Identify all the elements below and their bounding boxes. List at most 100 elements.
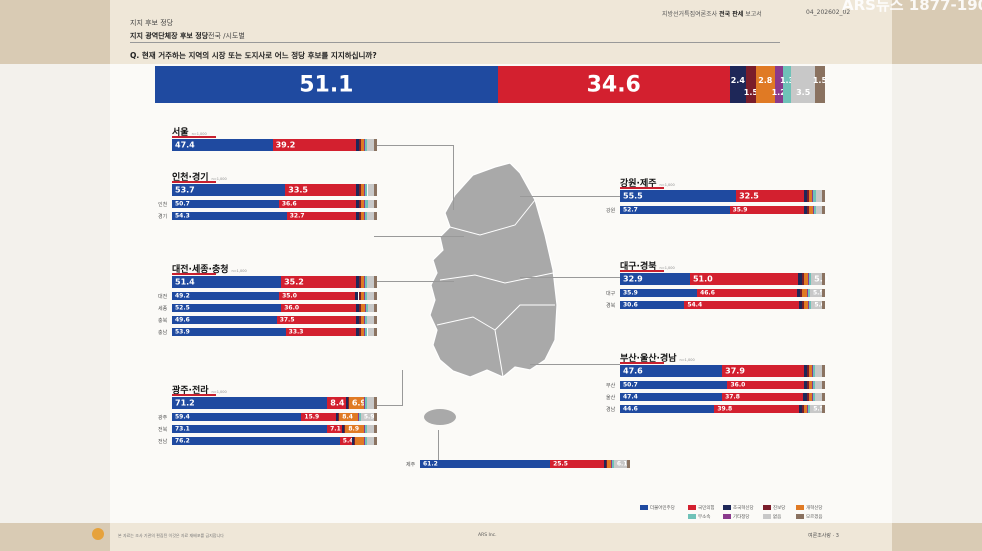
bar-segment-orange bbox=[360, 292, 364, 300]
bar-segment-blue: 59.4 bbox=[172, 413, 302, 421]
bar-segment-blue: 35.9 bbox=[620, 289, 698, 297]
bar-segment-brown bbox=[373, 139, 377, 151]
national-value-label: 1.3 bbox=[779, 76, 795, 85]
segment-value-label: 52.7 bbox=[623, 206, 638, 214]
bar-segment-teal bbox=[365, 200, 368, 208]
legend-item: 조국혁신당 bbox=[723, 505, 754, 511]
bar-segment-brown bbox=[373, 316, 377, 324]
segment-value-label: 5.5 bbox=[813, 405, 824, 413]
footer-page: 여론조사랑 · 3 bbox=[808, 533, 839, 539]
segment-value-label: 5.9 bbox=[363, 413, 375, 421]
bar-segment-brown bbox=[373, 328, 377, 336]
bar-segment-blue: 53.7 bbox=[172, 184, 286, 196]
bar-segment-blue: 50.7 bbox=[172, 200, 279, 208]
bar-segment-gray bbox=[367, 184, 374, 196]
bar-segment-red: 37.5 bbox=[276, 316, 356, 324]
bar-segment-navy bbox=[355, 184, 360, 196]
national-segment-red: 34.6 bbox=[497, 66, 730, 103]
boundary-line bbox=[436, 316, 504, 378]
bar-segment-purple bbox=[812, 393, 814, 401]
bar-segment-gray bbox=[367, 276, 374, 288]
subregion-label: 경남 bbox=[606, 407, 616, 413]
bar-segment-navy bbox=[356, 304, 360, 312]
footer-area bbox=[110, 523, 892, 551]
segment-value-label: 52.5 bbox=[175, 304, 190, 312]
bar-segment-purple bbox=[812, 365, 814, 377]
bar-segment-blue: 49.6 bbox=[172, 316, 277, 324]
bar-segment-maroon bbox=[806, 365, 809, 377]
national-segment-navy: 2.4 bbox=[729, 66, 746, 103]
bar-segment-red: 51.0 bbox=[689, 273, 799, 285]
bar-segment-brown bbox=[821, 301, 825, 309]
bar-segment-maroon bbox=[801, 273, 804, 285]
segment-value-label: 32.5 bbox=[739, 191, 759, 201]
watermark: ARS뉴스 1877-1907 bbox=[842, 0, 982, 14]
bar-segment-blue: 44.6 bbox=[620, 405, 715, 413]
national-value-label: 3.5 bbox=[796, 88, 811, 97]
subregion-label: 부산 bbox=[606, 383, 616, 389]
bar-segment-red: 32.5 bbox=[736, 190, 805, 202]
national-value-label: 1.5 bbox=[812, 76, 828, 85]
national-value-label: 2.8 bbox=[758, 76, 773, 85]
subregion-label: 충북 bbox=[158, 318, 168, 324]
bar-segment-blue: 47.4 bbox=[620, 393, 723, 401]
segment-value-label: 54.4 bbox=[687, 301, 703, 309]
bar-segment-navy bbox=[797, 289, 801, 297]
header-divider bbox=[130, 42, 780, 43]
national-value-label: 34.6 bbox=[586, 72, 641, 97]
mainland-shape bbox=[429, 162, 558, 378]
bar-segment-red: 39.8 bbox=[714, 405, 799, 413]
bar-segment-brown bbox=[373, 276, 377, 288]
bar-segment-blue: 50.7 bbox=[620, 381, 728, 389]
subregion-label: 전북 bbox=[158, 427, 168, 433]
region-total-bar: 55.5 32.5 bbox=[620, 190, 825, 202]
subregion-bar: 61.2 25.5 6.1 bbox=[420, 460, 630, 468]
bar-segment-teal bbox=[365, 304, 368, 312]
bar-segment-brown bbox=[373, 292, 377, 300]
bar-segment-teal bbox=[365, 292, 368, 300]
segment-value-label: 5.5 bbox=[812, 289, 824, 297]
connector-line bbox=[374, 145, 454, 146]
segment-value-label: 47.4 bbox=[175, 140, 195, 150]
bar-segment-gray: 5.0 bbox=[811, 301, 825, 309]
subregion-label: 충남 bbox=[158, 330, 168, 336]
jeju-island-shape bbox=[424, 409, 456, 425]
bar-segment-brown bbox=[821, 190, 825, 202]
bar-segment-maroon bbox=[358, 276, 362, 288]
bar-segment-teal bbox=[365, 212, 368, 220]
bar-segment-navy bbox=[798, 301, 802, 309]
bar-segment-teal bbox=[813, 393, 816, 401]
segment-value-label: 51.0 bbox=[692, 274, 713, 284]
bar-segment-orange bbox=[809, 190, 813, 202]
bar-segment-teal bbox=[813, 206, 816, 214]
region-name: 부산·울산·경남 n=1,000 bbox=[620, 354, 695, 364]
bar-segment-gray bbox=[367, 328, 374, 336]
bar-segment-purple bbox=[364, 304, 366, 312]
bar-segment-orange bbox=[607, 460, 611, 468]
segment-value-label: 54.3 bbox=[175, 212, 190, 220]
bar-segment-navy bbox=[351, 437, 354, 445]
national-value-label: 51.1 bbox=[299, 72, 354, 97]
bar-segment-purple bbox=[364, 276, 366, 288]
bar-segment-blue: 55.5 bbox=[620, 190, 737, 202]
footer-company: ARS Inc. bbox=[478, 533, 497, 538]
subregion-bar: 59.4 15.9 8.4 5.9 bbox=[172, 413, 377, 421]
national-segment-brown: 1.5 bbox=[812, 66, 828, 103]
bar-segment-orange bbox=[809, 381, 813, 389]
bar-segment-red: 33.5 bbox=[285, 184, 356, 196]
bar-segment-gray bbox=[367, 292, 374, 300]
bar-segment-navy bbox=[803, 393, 807, 401]
bar-segment-red: 8.4 bbox=[327, 397, 346, 409]
subregion-bar: 52.5 36.0 bbox=[172, 304, 377, 312]
connector-line bbox=[402, 370, 403, 406]
bar-segment-purple bbox=[807, 405, 809, 413]
region-underline bbox=[620, 187, 664, 189]
connector-line bbox=[438, 430, 439, 460]
korea-map bbox=[424, 162, 558, 425]
region-sample-size: n=1,000 bbox=[659, 183, 675, 187]
region-name: 대구·경북 n=1,000 bbox=[620, 262, 675, 272]
footer-note: 본 자료는 조사 기관의 편집된 이것은 자료 재배포를 금지합니다 bbox=[118, 533, 224, 538]
segment-value-label: 35.9 bbox=[732, 206, 748, 214]
bar-segment-brown bbox=[821, 273, 825, 285]
subregion-label: 울산 bbox=[606, 395, 616, 401]
